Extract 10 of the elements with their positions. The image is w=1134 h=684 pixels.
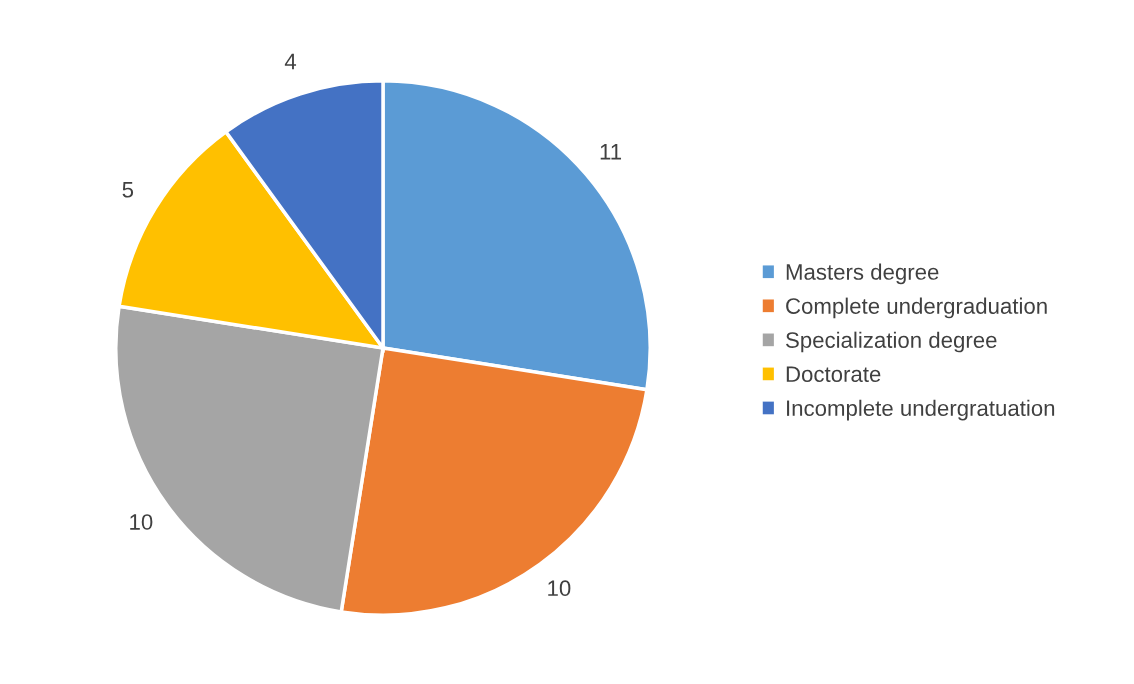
data-label: 10 [548, 580, 571, 597]
data-label: 5 [122, 182, 134, 198]
legend-label: Incomplete undergratuation [787, 399, 1055, 421]
legend-label: Complete undergraduation [786, 297, 1047, 319]
legend-label: Masters degree [786, 263, 939, 285]
data-label: 10 [130, 514, 153, 530]
data-label: 4 [284, 53, 297, 70]
legend-label: Doctorate [786, 366, 881, 383]
legend-label: Specialization degree [786, 331, 997, 353]
data-label: 11 [600, 144, 622, 160]
